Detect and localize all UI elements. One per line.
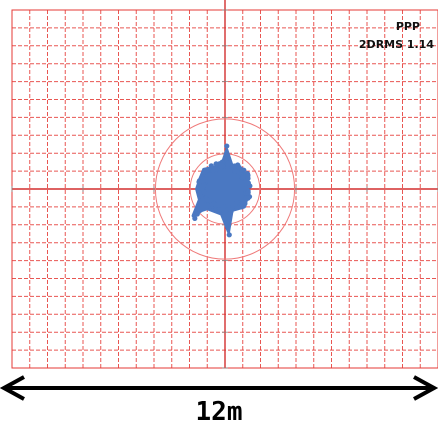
data-point [192,215,198,221]
data-point [218,162,224,168]
data-point [213,161,219,167]
data-point [201,182,207,188]
scale-label: 12m [196,397,243,425]
data-point [226,232,232,238]
data-point [203,177,209,183]
data-point [240,174,246,180]
scale-bar-left-arrow [0,375,25,401]
data-point [242,201,248,207]
data-point [203,167,209,173]
data-point [244,179,250,186]
data-point [211,166,217,172]
data-point [207,172,213,178]
data-point [196,191,203,197]
data-point [243,195,249,201]
data-point [239,167,245,173]
data-point [245,190,251,196]
data-point [228,207,234,213]
data-point [234,199,240,206]
data-point [232,163,238,169]
data-point [238,196,245,202]
data-point [201,189,207,195]
data-point [213,202,219,208]
data-point [219,206,226,212]
title-line-2: 2DRMS 1.14 [359,38,434,51]
scale-bar-right-arrow [413,375,438,401]
data-point [224,143,230,149]
scale-bar [0,375,438,401]
circle-2drms [154,118,296,260]
point-cluster [191,143,253,238]
data-point [204,197,210,203]
data-point [194,211,200,217]
data-point [199,197,206,204]
data-point [225,161,231,168]
data-point [199,178,206,184]
title-line-1: PPP [396,20,420,33]
data-point [205,202,211,209]
data-point [245,175,251,181]
